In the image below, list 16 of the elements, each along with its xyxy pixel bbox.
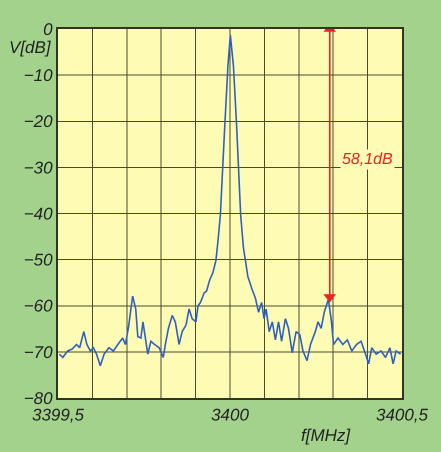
y-tick-label: −30 xyxy=(24,158,54,178)
y-tick-label: 0 xyxy=(43,20,54,39)
y-axis-title: V[dB] xyxy=(9,38,52,57)
x-tick-label: 3400 xyxy=(211,405,250,424)
x-tick-label: 3399,5 xyxy=(32,405,85,424)
y-tick-label: −40 xyxy=(24,204,54,224)
line-series xyxy=(58,34,402,367)
y-tick-label: −20 xyxy=(24,112,54,132)
x-axis-title: f[MHz] xyxy=(301,426,352,445)
y-tick-label: −50 xyxy=(24,250,54,270)
x-tick-label: 3400,5 xyxy=(376,405,429,424)
annotation: 58,1dB xyxy=(342,151,394,168)
y-tick-label: −80 xyxy=(24,388,54,408)
y-tick-label: −60 xyxy=(24,296,54,316)
y-tick-label: −10 xyxy=(24,66,54,86)
y-tick-label: −70 xyxy=(24,342,54,362)
